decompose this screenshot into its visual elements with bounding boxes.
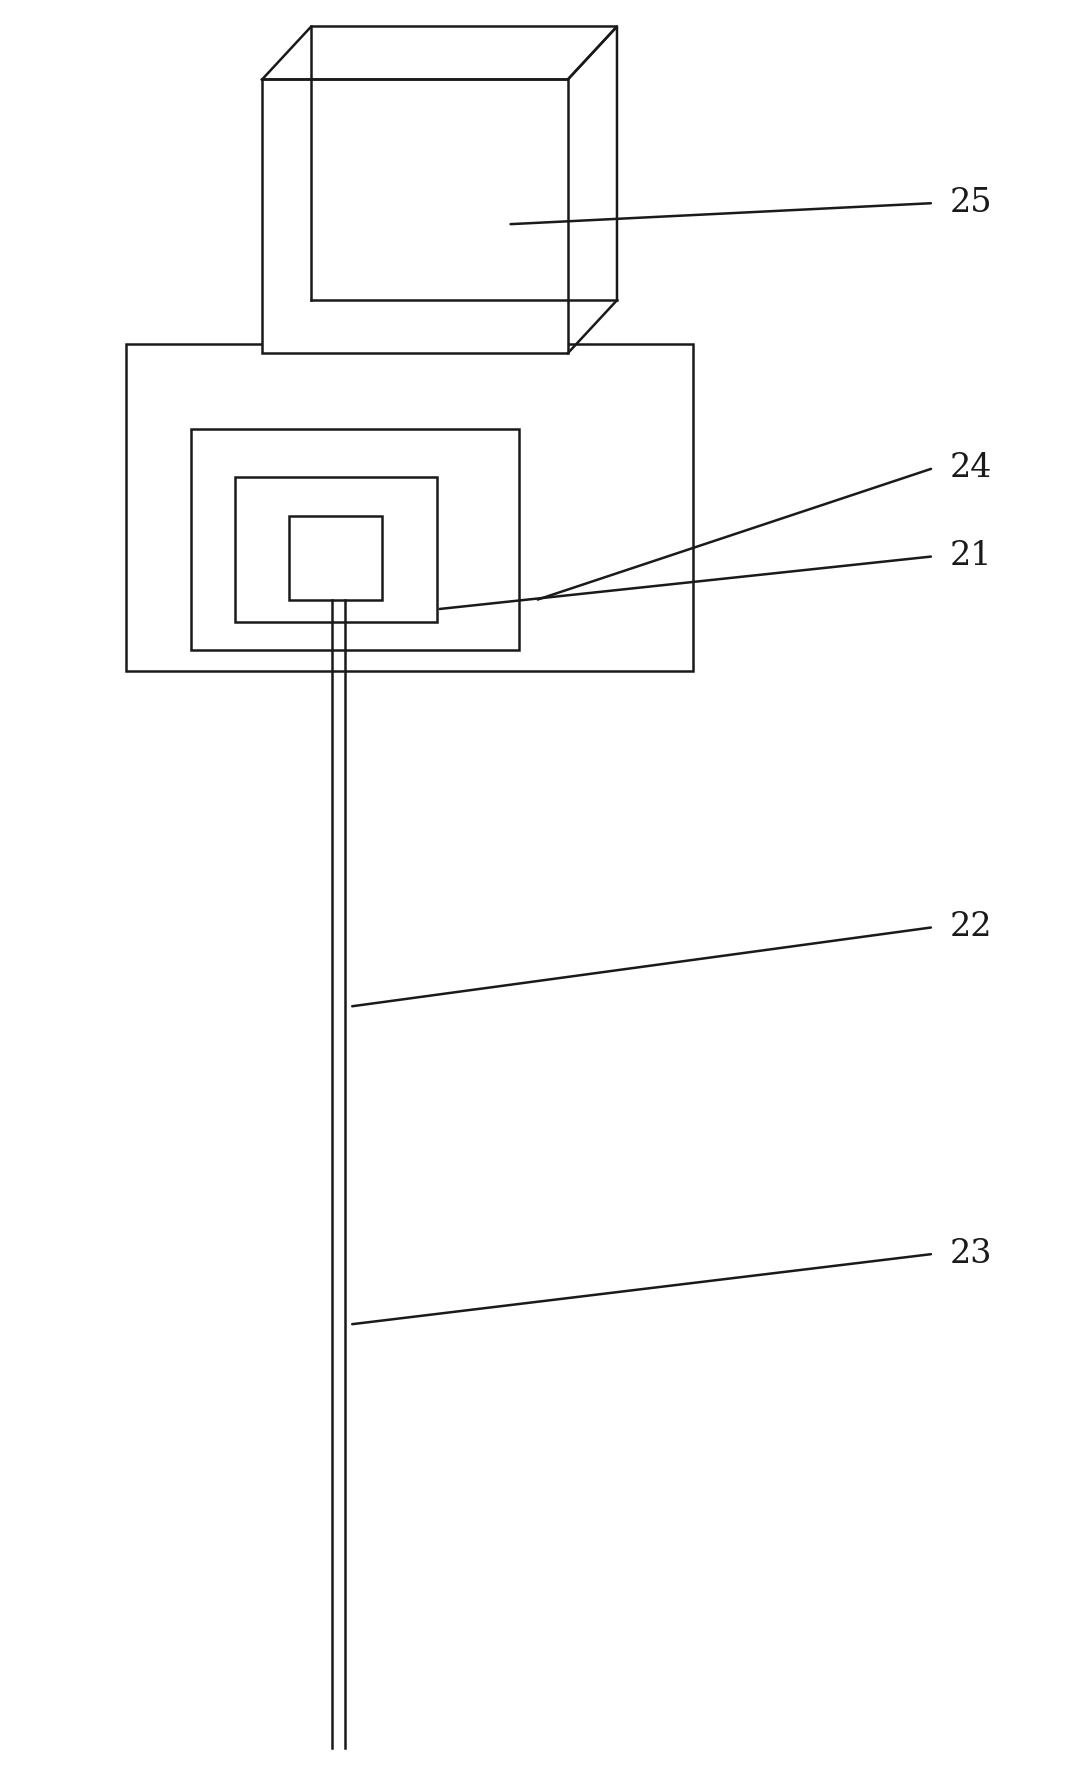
Text: 24: 24 <box>950 452 993 484</box>
Text: 22: 22 <box>950 911 993 943</box>
Bar <box>289 516 382 600</box>
Text: 25: 25 <box>950 187 993 219</box>
Bar <box>235 477 437 622</box>
Bar <box>191 429 519 650</box>
Bar <box>126 344 693 671</box>
Text: 21: 21 <box>950 540 993 572</box>
Bar <box>262 79 568 353</box>
Text: 23: 23 <box>950 1238 993 1270</box>
